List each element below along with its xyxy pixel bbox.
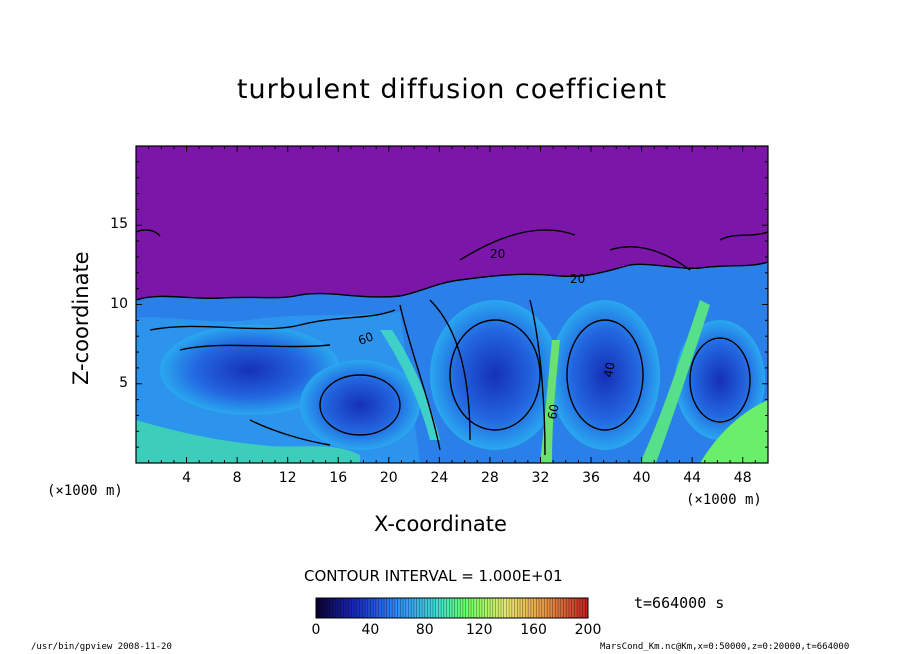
colorbar-tick-label: 80 (415, 622, 434, 638)
x-tick-label: 16 (329, 470, 348, 486)
x-tick-label: 28 (480, 470, 499, 486)
x-tick-label: 48 (733, 470, 752, 486)
x-tick-label: 12 (278, 470, 297, 486)
contour-label: 20 (570, 272, 585, 286)
x-tick-label: 32 (531, 470, 550, 486)
x-axis-label: X-coordinate (374, 512, 507, 536)
contour-field: 60 40 60 20 20 (136, 146, 768, 463)
x-tick-label: 20 (379, 470, 398, 486)
x-tick-label: 4 (182, 470, 191, 486)
contour-label: 20 (490, 247, 505, 261)
y-tick-label: 15 (110, 216, 128, 233)
contour-label: 40 (601, 361, 617, 378)
x-units-left: (×1000 m) (47, 483, 123, 499)
colorbar-tick-label: 200 (574, 622, 602, 638)
contour-interval: CONTOUR INTERVAL = 1.000E+01 (304, 567, 563, 585)
colorbar-tick-label: 40 (361, 622, 380, 638)
y-axis-label: Z-coordinate (69, 251, 93, 385)
x-tick-label: 44 (683, 470, 702, 486)
x-tick-label: 40 (632, 470, 651, 486)
y-tick-label: 5 (119, 374, 128, 391)
chart-title: turbulent diffusion coefficient (236, 74, 668, 105)
x-tick-label: 8 (232, 470, 242, 486)
footer-right: MarsCond_Km.nc@Km,x=0:50000,z=0:20000,t=… (600, 642, 850, 652)
time-stamp: t=664000 s (634, 594, 725, 612)
contour-label: 60 (356, 329, 375, 347)
contour-lines (136, 229, 768, 456)
x-tick-label: 24 (430, 470, 449, 486)
footer-left: /usr/bin/gpview 2008-11-20 (31, 642, 172, 652)
colorbar-tick-label: 160 (520, 622, 547, 638)
y-tick-label: 10 (110, 295, 128, 312)
x-tick-label: 36 (582, 470, 600, 486)
contour-label: 60 (545, 403, 561, 420)
colorbar-tick-label: 0 (311, 622, 321, 638)
colorbar-tick-label: 120 (465, 622, 493, 638)
x-units-right: (×1000 m) (686, 492, 762, 508)
